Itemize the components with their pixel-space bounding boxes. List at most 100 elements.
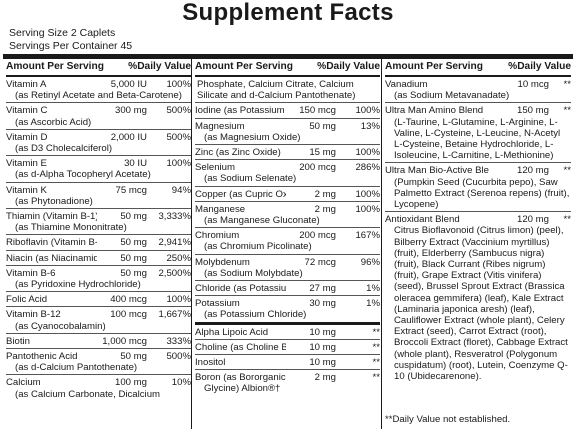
nutrient-daily-value: 167% xyxy=(355,230,380,242)
nutrient-amount: 200 mcg xyxy=(299,162,336,174)
nutrient-name: Zinc (as Zinc Oxide) xyxy=(195,147,281,159)
nutrient-row: Riboflavin (Vitamin B-2) 50 mg 2,941% xyxy=(6,235,191,251)
servings-per-container: Servings Per Container 45 xyxy=(9,40,133,52)
nutrient-daily-value: 2,500% xyxy=(158,267,191,279)
nutrient-daily-value: ** xyxy=(372,372,380,384)
nutrient-source: (as Magnesium Oxide) xyxy=(204,131,301,143)
nutrient-name: Chloride (as Potassium Chloride) xyxy=(195,283,286,295)
nutrient-amount: 100 mg xyxy=(115,377,147,389)
nutrient-row: Folic Acid 400 mcg 100% xyxy=(6,292,191,308)
nutrient-name: Potassium xyxy=(195,298,240,310)
nutrient-source: Citrus Bioflavonoid (Citrus limon) (peel… xyxy=(394,225,568,383)
nutrient-source: (as Ascorbic Acid) xyxy=(15,116,92,128)
nutrient-amount: 1,000 mcg xyxy=(102,335,147,347)
nutrient-name: Thiamin (Vitamin B-1) xyxy=(6,211,97,223)
nutrient-source: (as Sodium Metavanadate) xyxy=(394,90,510,102)
daily-value-footnote: **Daily Value not established. xyxy=(385,414,511,425)
nutrient-row: Vitamin A 5,000 IU 100% (as Retinyl Acetate… xyxy=(6,77,191,104)
nutrient-row: Molybdenum 72 mcg 96% (as Sodium Molybdate) xyxy=(195,255,380,282)
nutrient-row: Vitamin B-12 100 mcg 1,667% (as Cyanocobala… xyxy=(6,307,191,334)
nutrient-source: (as Sodium Selenate) xyxy=(204,173,297,185)
nutrient-name: Niacin (as Niacinamide) xyxy=(6,252,97,264)
nutrient-source: (as Sodium Molybdate) xyxy=(204,267,303,279)
nutrient-daily-value: 1% xyxy=(366,283,380,295)
nutrient-source: (as Potassium Chloride) xyxy=(204,309,307,321)
nutrient-column-2: Amount Per Serving %Daily Value Phosphat… xyxy=(195,59,380,396)
nutrient-row: Calcium 100 mg 10% (as Calcium Carbonate, D… xyxy=(6,375,191,400)
top-rule xyxy=(3,54,573,59)
nutrient-daily-value: 10% xyxy=(171,377,191,389)
nutrient-row: Phosphate, Calcium Citrate, Calcium Sili… xyxy=(195,77,380,104)
nutrient-amount: 72 mcg xyxy=(304,256,336,268)
nutrient-name: Vitamin A xyxy=(6,79,47,90)
nutrient-amount: 50 mg xyxy=(120,252,147,264)
nutrient-amount: 50 mg xyxy=(120,237,147,249)
nutrient-row: Pantothenic Acid 50 mg 500% (as d-Calcium P… xyxy=(6,349,191,376)
nutrient-daily-value: 3,333% xyxy=(158,211,191,223)
nutrient-row: Biotin 1,000 mcg 333% xyxy=(6,334,191,350)
nutrient-amount: 120 mg xyxy=(517,214,549,226)
nutrient-row: Ultra Man Amino Blend 150 mg ** (L-Taurine,… xyxy=(385,103,571,164)
nutrient-source: (as Phytonadione) xyxy=(15,195,93,207)
nutrient-daily-value: 2,941% xyxy=(158,237,191,249)
nutrient-row: Vitamin D 2,000 IU 500% (as D3 Cholecalcife… xyxy=(6,130,191,157)
nutrient-name: Molybdenum xyxy=(195,256,250,268)
nutrient-name: Riboflavin (Vitamin B-2) xyxy=(6,237,97,249)
nutrient-row: Manganese 2 mg 100% (as Manganese Gluconate… xyxy=(195,202,380,229)
column-separator xyxy=(191,59,192,429)
nutrient-row: Chromium 200 mcg 167% (as Chromium Picolina… xyxy=(195,228,380,255)
nutrient-daily-value: 1% xyxy=(366,298,380,310)
nutrient-row: Vitamin C 300 mg 500% (as Ascorbic Acid) xyxy=(6,103,191,130)
nutrient-source: (Pumpkin Seed (Cucurbita pepo), Saw Palm… xyxy=(394,176,570,211)
nutrient-row: Vitamin E 30 IU 100% (as d-Alpha Tocopheryl… xyxy=(6,156,191,183)
nutrient-daily-value: 100% xyxy=(166,79,191,90)
nutrient-source: Glycine) Albion®† xyxy=(204,383,281,395)
nutrient-source: (as Thiamine Mononitrate) xyxy=(15,222,127,234)
nutrient-row: Antioxidant Blend 120 mg ** Citrus Bioflavo… xyxy=(385,212,571,383)
nutrient-name: Vitamin E xyxy=(6,158,47,170)
nutrient-amount: 2 mg xyxy=(314,372,336,384)
nutrient-daily-value: 333% xyxy=(166,335,191,347)
nutrient-row: Chloride (as Potassium Chloride) 27 mg 1% xyxy=(195,281,380,297)
nutrient-row: Copper (as Cupric Oxide) 2 mg 100% xyxy=(195,187,380,202)
nutrient-row: Choline (as Choline Bitartrate) 10 mg ** xyxy=(195,340,380,356)
nutrient-name: Antioxidant Blend xyxy=(385,214,460,226)
nutrient-daily-value: 100% xyxy=(355,105,380,117)
nutrient-row: Potassium 30 mg 1% (as Potassium Chloride) xyxy=(195,296,380,325)
nutrient-daily-value: 100% xyxy=(355,147,380,159)
nutrient-row: Selenium 200 mcg 286% (as Sodium Selenate) xyxy=(195,160,380,187)
nutrient-name: Vitamin C xyxy=(6,105,48,117)
nutrient-row: Vanadium 10 mcg ** (as Sodium Metavanadate) xyxy=(385,77,571,104)
nutrient-daily-value: ** xyxy=(563,214,571,226)
nutrient-row: Boron (as Bororganic 2 mg ** Glycine) Albio… xyxy=(195,370,380,395)
nutrient-daily-value: ** xyxy=(372,341,380,353)
nutrient-source: (as Chromium Picolinate) xyxy=(204,241,312,253)
nutrient-amount: 2 mg xyxy=(314,188,336,200)
nutrient-name: Ultra Man Amino Blend xyxy=(385,105,484,117)
nutrient-name: Copper (as Cupric Oxide) xyxy=(195,188,286,200)
nutrient-source: (as Cyanocobalamin) xyxy=(15,320,106,332)
nutrient-daily-value: 100% xyxy=(166,158,191,170)
nutrient-amount: 50 mg xyxy=(120,267,147,279)
nutrient-source: (as Pyridoxine Hydrochloride) xyxy=(15,279,141,291)
nutrient-amount: 2,000 IU xyxy=(110,131,147,143)
nutrient-name: Boron (as Bororganic xyxy=(195,372,286,384)
nutrient-daily-value: ** xyxy=(563,105,571,117)
nutrient-daily-value: 500% xyxy=(166,131,191,143)
nutrient-source: (as d-Alpha Tocopheryl Acetate) xyxy=(15,169,151,181)
column-header: Amount Per Serving %Daily Value xyxy=(385,59,571,77)
nutrient-amount: 50 mg xyxy=(309,120,336,132)
nutrient-amount: 150 mcg xyxy=(299,105,336,117)
nutrient-daily-value: ** xyxy=(372,326,380,338)
nutrient-daily-value: 250% xyxy=(166,252,191,264)
nutrient-row: Thiamin (Vitamin B-1) 50 mg 3,333% (as Thia… xyxy=(6,209,191,236)
nutrient-row: Ultra Man Bio-Active Blend 120 mg ** (Pumpk… xyxy=(385,163,571,213)
column-separator xyxy=(381,59,382,429)
nutrient-name: Chromium xyxy=(195,230,240,242)
nutrient-name: Manganese xyxy=(195,203,246,215)
nutrient-amount: 27 mg xyxy=(309,283,336,295)
nutrient-row: Vitamin B-6 50 mg 2,500% (as Pyridoxine Hyd… xyxy=(6,266,191,293)
serving-size: Serving Size 2 Caplets xyxy=(9,27,116,39)
nutrient-amount: 120 mg xyxy=(517,165,549,177)
